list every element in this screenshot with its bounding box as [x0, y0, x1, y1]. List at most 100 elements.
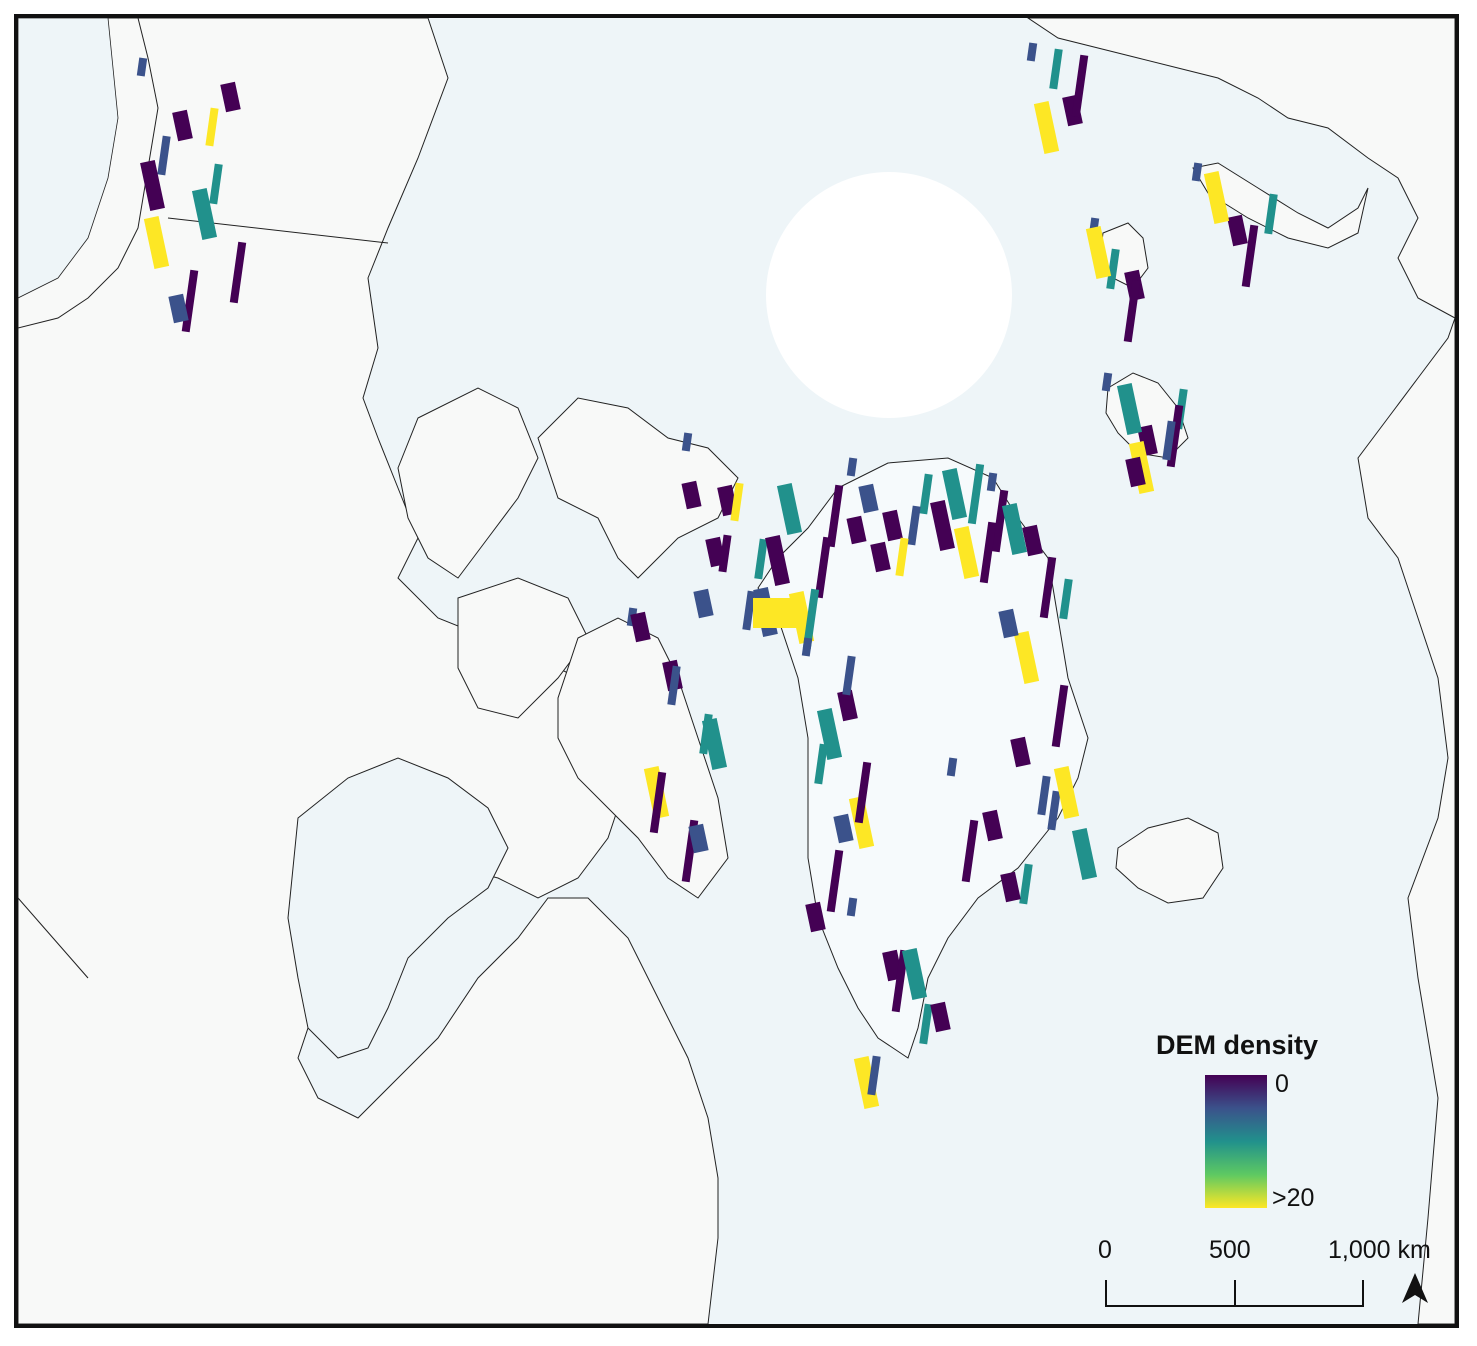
dem-strip [1037, 775, 1051, 816]
dem-strip [837, 689, 858, 722]
dem-strip [919, 1003, 933, 1045]
dem-strip [805, 901, 826, 933]
hudson-bay [287, 757, 509, 1059]
dem-strip [1264, 193, 1278, 235]
dem-strip [979, 521, 997, 584]
dem-strip [991, 489, 1009, 553]
dem-strip [846, 457, 858, 477]
dem-strip [907, 505, 921, 546]
boundary-line-2 [18, 897, 89, 979]
dem-strip [1047, 790, 1061, 831]
dem-strip [953, 525, 980, 580]
baffin-island [557, 617, 729, 899]
dem-strip [1059, 578, 1073, 620]
map-frame: DEM density 0 >20 0 500 1,000 km [14, 14, 1459, 1328]
dem-strip [846, 515, 867, 545]
dem-strip [930, 1001, 951, 1033]
dem-strip [814, 536, 832, 599]
dem-strip [1071, 827, 1098, 881]
north-arrow-icon [1402, 1273, 1428, 1303]
dem-strip [1241, 224, 1259, 288]
dem-strip [998, 608, 1019, 639]
dem-strip [209, 163, 223, 205]
dem-strip [833, 813, 854, 844]
iceland [1115, 817, 1224, 904]
dem-strip [1000, 871, 1021, 903]
dem-strip [842, 655, 856, 696]
dem-strip [854, 761, 872, 824]
dem-strip [229, 241, 247, 304]
dem-strip [630, 611, 651, 643]
arctic-islands-central [457, 577, 589, 719]
dem-strip [846, 897, 858, 917]
dem-strip [1123, 279, 1141, 343]
dem-strip [967, 463, 985, 525]
dem-strip [814, 743, 828, 785]
scale-tick-500 [1234, 1280, 1236, 1307]
scale-tick-1000 [1362, 1280, 1364, 1307]
scale-label-500: 500 [1209, 1236, 1251, 1264]
dem-strip [986, 472, 998, 492]
dem-strip [649, 771, 667, 834]
dem-strip [681, 432, 693, 452]
dem-strip [1071, 54, 1089, 118]
dem-coverage-layer [136, 42, 1278, 1110]
dem-strip [667, 665, 681, 706]
dem-strip [930, 499, 955, 552]
eurasia-landmass [1027, 18, 1455, 1324]
dem-strip [753, 598, 803, 628]
dem-strip [1116, 382, 1143, 436]
dem-strip [895, 537, 909, 577]
dem-strip [1191, 162, 1203, 182]
dem-strip [136, 57, 148, 77]
dem-strip [742, 590, 756, 631]
dem-strip [220, 81, 241, 113]
dem-strip [1039, 556, 1057, 619]
dem-strip [754, 538, 768, 580]
dem-strip [853, 1055, 880, 1110]
dem-strip [718, 534, 732, 573]
dem-strip [143, 215, 170, 270]
dem-strip [1125, 456, 1146, 488]
dem-strip [1022, 524, 1043, 557]
dem-strip [941, 467, 968, 521]
dem-strip [1026, 42, 1038, 62]
dem-strip [776, 482, 803, 536]
dem-strip [701, 717, 728, 771]
dem-strip [901, 947, 928, 1001]
pole-hole [766, 172, 1012, 418]
dem-strip [205, 107, 219, 147]
legend-title: DEM density [1156, 1030, 1319, 1060]
dem-strip [157, 135, 171, 176]
dem-strip [1049, 48, 1063, 90]
scale-label-0: 0 [1098, 1236, 1112, 1264]
dem-strip [858, 483, 879, 514]
dem-strip [168, 293, 189, 324]
scale-label-1000: 1,000 km [1328, 1236, 1431, 1264]
dem-strip [1051, 684, 1069, 748]
dem-strip [826, 849, 844, 913]
legend-colorbar [1205, 1075, 1267, 1208]
dem-strip [1101, 372, 1113, 392]
dem-strip [867, 1055, 881, 1096]
dem-strip [891, 949, 909, 1013]
dem-strip [1053, 765, 1080, 820]
scale-tick-0 [1105, 1280, 1107, 1307]
dem-strip [1033, 100, 1060, 155]
map-canvas[interactable] [18, 18, 1455, 1324]
dem-strip [1019, 863, 1033, 905]
dem-strip [816, 707, 843, 761]
dem-strip [882, 509, 903, 542]
dem-strip [801, 637, 813, 657]
legend-max-label: >20 [1272, 1184, 1315, 1212]
arctic-islands-west [397, 387, 539, 579]
dem-strip [870, 541, 891, 573]
novaya-zemlya [1192, 162, 1369, 249]
dem-strip [1013, 630, 1040, 685]
dem-strip [681, 480, 702, 510]
dem-strip [1010, 736, 1031, 768]
dem-strip [946, 757, 958, 777]
dem-strip [1106, 248, 1120, 290]
dem-strip [1001, 502, 1028, 556]
dem-strip [982, 809, 1003, 842]
